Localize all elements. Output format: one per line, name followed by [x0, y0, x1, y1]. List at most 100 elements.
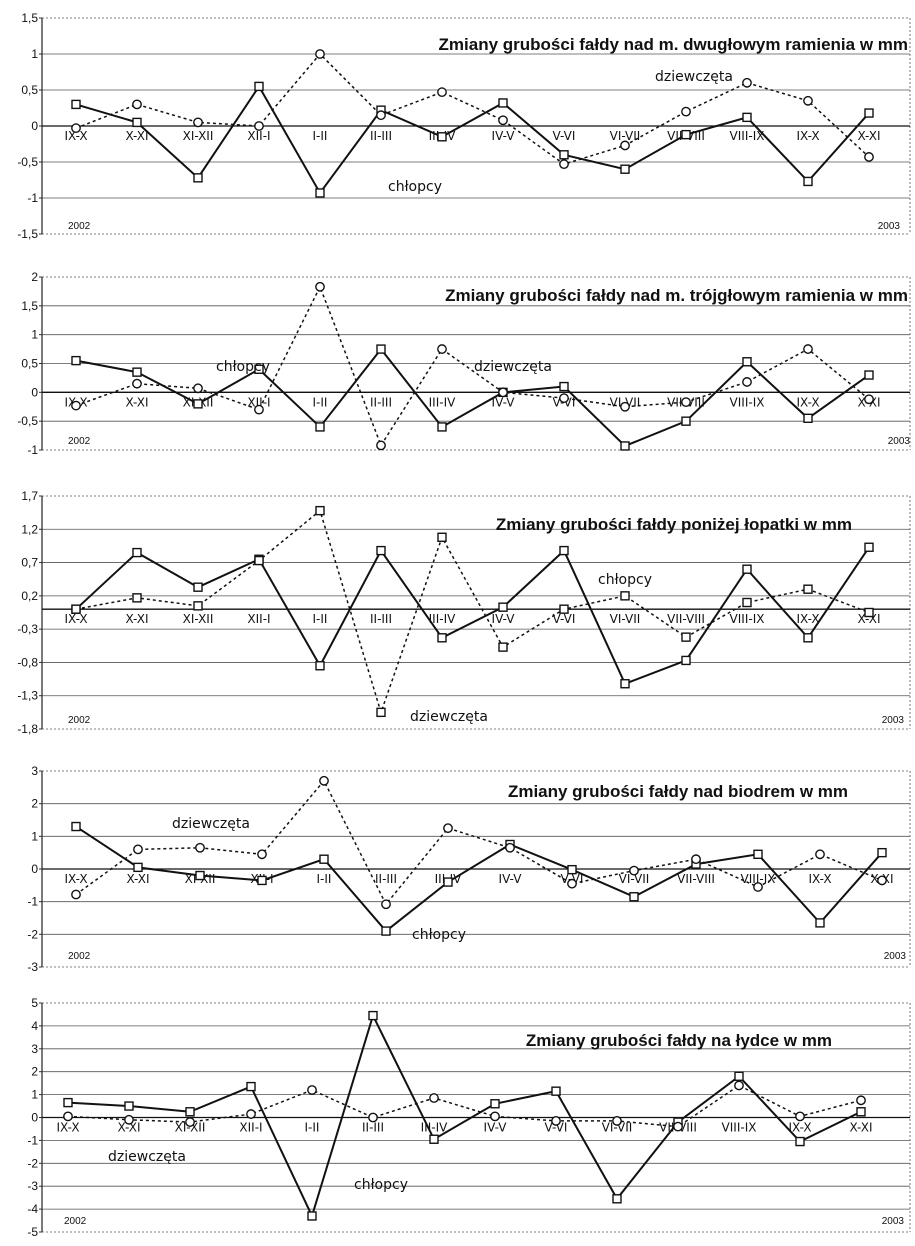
year-end-label: 2003	[888, 436, 911, 447]
y-tick-labels: 1,7 1,2 0,7 0,2 -0,3 -0,8 -1,3 -1,8	[17, 489, 38, 736]
x-tick-label: II-III	[375, 872, 397, 886]
x-tick-label: X-XI	[857, 612, 880, 626]
marker-dziewczeta	[368, 1112, 378, 1123]
marker-dziewczeta	[315, 281, 325, 292]
series-markers	[71, 775, 887, 936]
series-line-dziewczeta	[67, 1084, 862, 1128]
x-tick-label: IX-X	[796, 129, 819, 143]
y-tick-label: -0,3	[17, 622, 38, 636]
marker-dziewczeta	[498, 642, 508, 652]
marker-chlopcy	[193, 582, 203, 592]
marker-chlopcy	[803, 413, 813, 423]
marker-dziewczeta	[877, 875, 887, 886]
marker-chlopcy	[195, 870, 205, 881]
marker-dziewczeta	[815, 849, 825, 860]
series-lines	[75, 284, 870, 448]
x-tick-label: VIII-IX	[730, 129, 765, 143]
marker-chlopcy	[559, 381, 569, 392]
marker-dziewczeta	[315, 505, 325, 516]
marker-dziewczeta	[620, 140, 630, 151]
x-tick-label: IX-X	[808, 872, 831, 886]
series-label-dziewczeta: dziewczęta	[108, 1149, 186, 1165]
x-tick-label: IX-X	[796, 395, 819, 409]
marker-chlopcy	[315, 188, 325, 198]
chart-title: Zmiany grubości fałdy nad m. trójgłowym …	[445, 286, 908, 305]
marker-dziewczeta	[254, 404, 264, 415]
series-line-chlopcy	[67, 1012, 862, 1219]
x-tick-label: X-XI	[126, 872, 149, 886]
marker-dziewczeta	[803, 584, 813, 594]
y-tick-label: 1,2	[21, 522, 38, 536]
marker-dziewczeta	[71, 123, 81, 134]
marker-chlopcy	[803, 633, 813, 643]
marker-chlopcy	[559, 545, 569, 556]
series-lines	[75, 509, 870, 715]
marker-chlopcy	[620, 441, 630, 451]
marker-chlopcy	[856, 1107, 866, 1117]
y-tick-label: -1	[27, 191, 38, 205]
marker-dziewczeta	[803, 95, 813, 106]
y-tick-label: -1,8	[17, 722, 38, 736]
x-tick-label: VI-VII	[610, 129, 641, 143]
chart-triceps: 21,510,50-0,5-1 IX-XX-XIXI-XIIXII-II-III…	[17, 270, 911, 457]
y-axis	[39, 17, 910, 235]
x-tick-label: IX-X	[796, 612, 819, 626]
y-tick-label: -2	[27, 927, 38, 941]
marker-chlopcy	[795, 1136, 805, 1147]
y-tick-label: -1,5	[17, 227, 38, 241]
marker-dziewczeta	[71, 889, 81, 900]
x-tick-label: IV-V	[499, 872, 523, 886]
marker-dziewczeta	[559, 159, 569, 170]
marker-dziewczeta	[795, 1111, 805, 1122]
x-tick-label: IV-V	[492, 612, 516, 626]
x-tick-label: VII-VIII	[667, 612, 705, 626]
y-tick-label: 0,7	[21, 556, 38, 570]
marker-chlopcy	[315, 422, 325, 432]
marker-chlopcy	[681, 655, 691, 666]
marker-chlopcy	[490, 1099, 500, 1109]
marker-dziewczeta	[681, 632, 691, 642]
marker-chlopcy	[498, 98, 508, 108]
marker-dziewczeta	[505, 842, 515, 853]
y-tick-label: 0,5	[21, 83, 38, 97]
series-markers	[71, 49, 874, 198]
marker-chlopcy	[437, 422, 447, 432]
marker-chlopcy	[185, 1107, 195, 1117]
marker-chlopcy	[864, 542, 874, 552]
x-tick-label: XI-XII	[183, 129, 214, 143]
chart-title: Zmiany grubości fałdy poniżej łopatki w …	[496, 515, 852, 534]
series-line-dziewczeta	[75, 284, 870, 448]
marker-chlopcy	[254, 364, 264, 374]
x-tick-label: I-II	[313, 129, 328, 143]
marker-dziewczeta	[612, 1116, 622, 1126]
y-tick-label: 1,5	[21, 299, 38, 313]
series-line-dziewczeta	[75, 779, 883, 906]
series-label-chlopcy: chłopcy	[354, 1177, 408, 1193]
marker-dziewczeta	[490, 1111, 500, 1122]
y-tick-label: -1	[27, 1133, 38, 1147]
marker-dziewczeta	[734, 1080, 744, 1091]
marker-dziewczeta	[864, 607, 874, 618]
marker-dziewczeta	[71, 604, 81, 614]
marker-chlopcy	[193, 173, 203, 183]
x-tick-label: IV-V	[484, 1121, 508, 1135]
x-tick-label: I-II	[305, 1121, 320, 1135]
marker-dziewczeta	[856, 1095, 866, 1106]
y-axis	[39, 495, 910, 730]
marker-dziewczeta	[567, 878, 577, 889]
marker-dziewczeta	[381, 899, 391, 910]
marker-chlopcy	[620, 679, 630, 689]
series-label-chlopcy: chłopcy	[216, 359, 270, 375]
marker-chlopcy	[742, 357, 752, 367]
y-tick-label: -1	[27, 895, 38, 909]
x-tick-label: VIII-IX	[730, 395, 765, 409]
marker-dziewczeta	[443, 823, 453, 834]
y-axis	[39, 770, 910, 968]
y-tick-label: -3	[27, 1179, 38, 1193]
marker-chlopcy	[132, 367, 142, 377]
marker-dziewczeta	[673, 1121, 683, 1132]
marker-chlopcy	[559, 150, 569, 160]
marker-chlopcy	[815, 918, 825, 928]
x-tick-label: VI-VII	[619, 872, 650, 886]
marker-dziewczeta	[681, 397, 691, 408]
